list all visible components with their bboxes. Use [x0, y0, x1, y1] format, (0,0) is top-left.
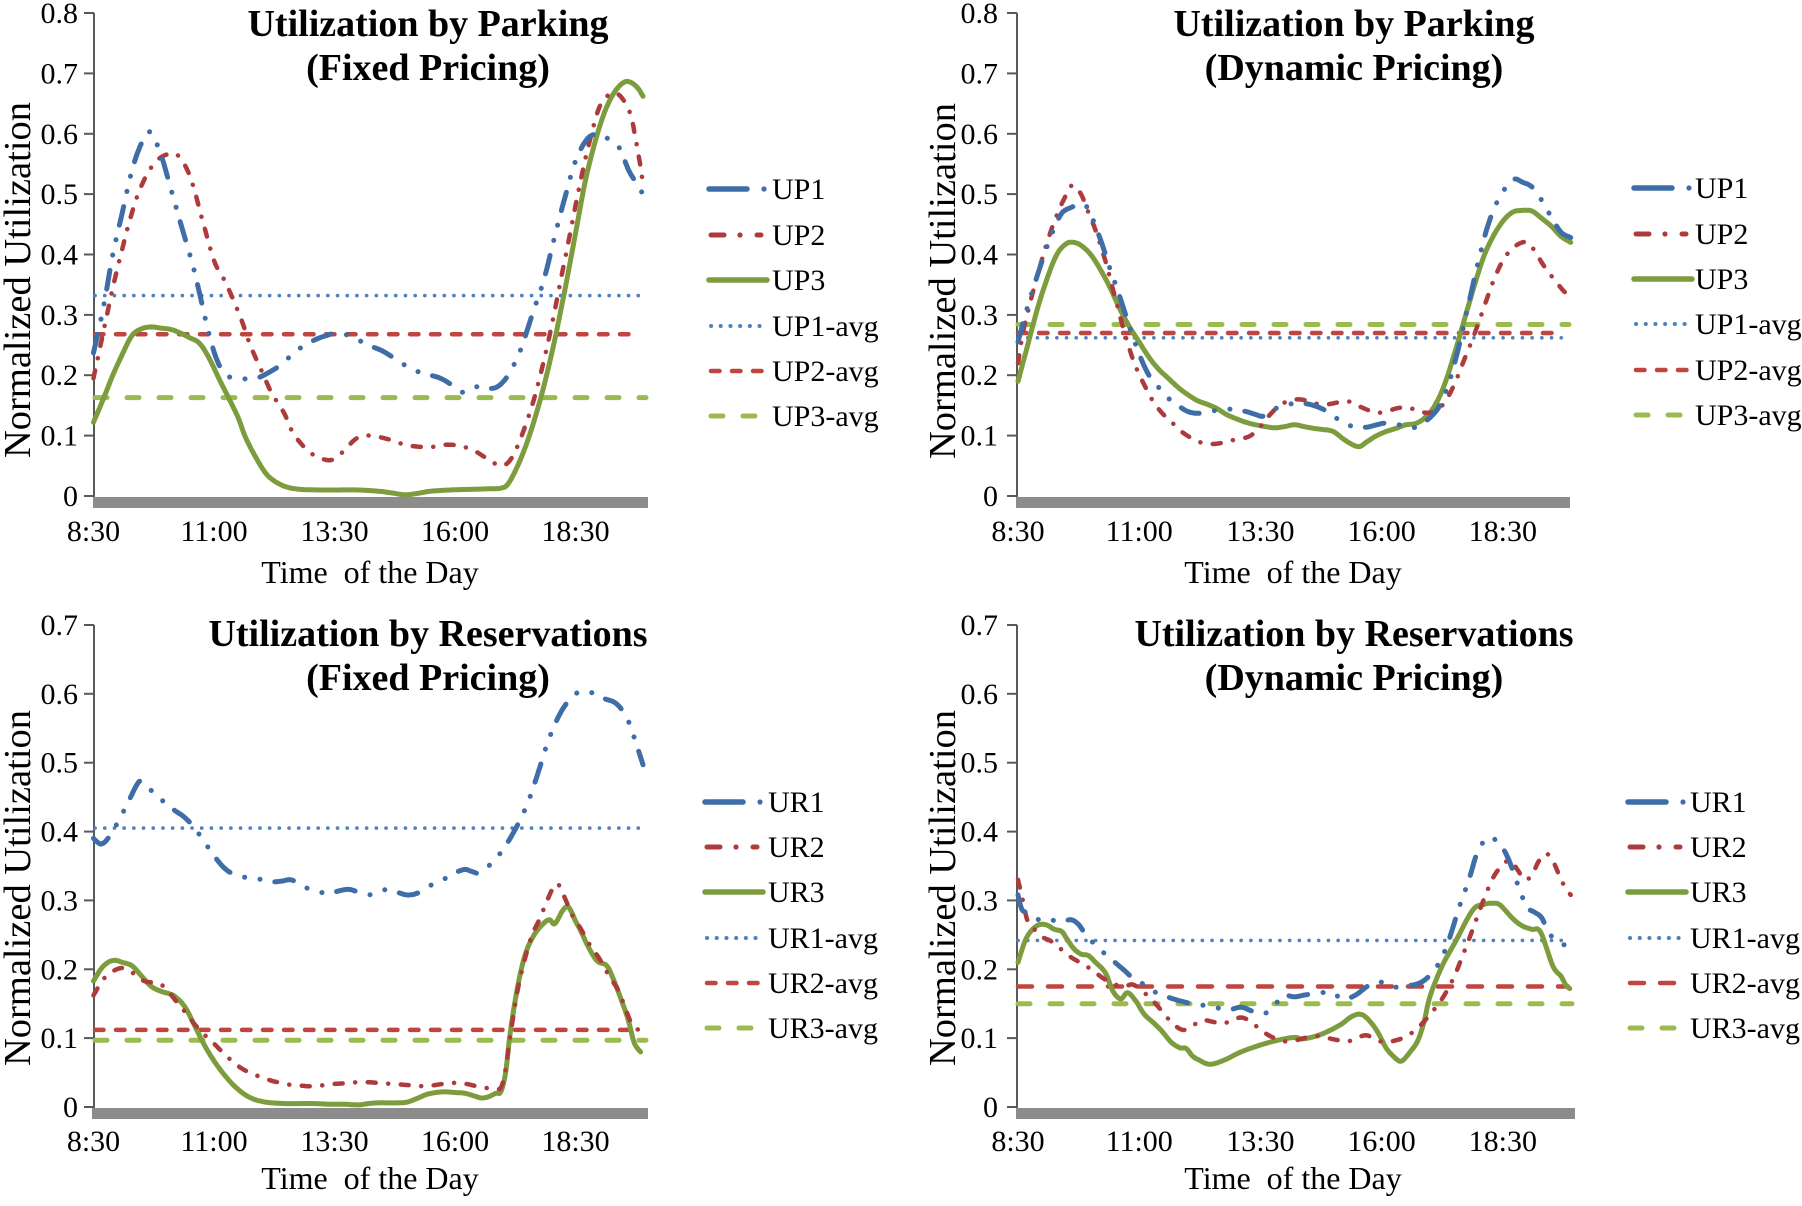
svg-text:18:30: 18:30 [541, 1125, 609, 1158]
svg-text:16:00: 16:00 [1347, 1125, 1415, 1158]
svg-text:UP1: UP1 [772, 173, 825, 206]
svg-text:0.7: 0.7 [961, 609, 999, 642]
svg-text:UP1: UP1 [1695, 172, 1748, 205]
svg-text:8:30: 8:30 [991, 515, 1044, 548]
svg-text:0: 0 [63, 480, 78, 513]
svg-text:0.2: 0.2 [41, 359, 79, 392]
svg-text:13:30: 13:30 [300, 515, 368, 548]
svg-text:0.1: 0.1 [961, 1022, 999, 1055]
svg-text:(Dynamic Pricing): (Dynamic Pricing) [1205, 47, 1504, 89]
svg-text:UR1-avg: UR1-avg [768, 922, 878, 955]
svg-text:0.5: 0.5 [41, 747, 79, 780]
svg-text:Normalized Utilization: Normalized Utilization [0, 102, 39, 458]
svg-text:16:00: 16:00 [1347, 515, 1415, 548]
svg-text:UP1-avg: UP1-avg [772, 310, 879, 343]
svg-text:UR1-avg: UR1-avg [1690, 922, 1800, 955]
svg-text:UP2: UP2 [1695, 218, 1748, 251]
svg-text:18:30: 18:30 [1469, 515, 1537, 548]
svg-text:Time of the Day: Time of the Day [1184, 1160, 1401, 1196]
svg-text:13:30: 13:30 [1226, 515, 1294, 548]
svg-text:Utilization by Parking: Utilization by Parking [247, 3, 608, 45]
svg-text:0.7: 0.7 [41, 609, 79, 642]
svg-text:(Dynamic Pricing): (Dynamic Pricing) [1205, 657, 1504, 699]
svg-text:0.5: 0.5 [41, 178, 79, 211]
svg-text:0: 0 [983, 480, 998, 513]
svg-text:(Fixed Pricing): (Fixed Pricing) [306, 47, 550, 89]
svg-text:0: 0 [983, 1091, 998, 1124]
svg-text:0.4: 0.4 [41, 816, 79, 849]
svg-text:UP1-avg: UP1-avg [1695, 308, 1802, 341]
svg-text:0.3: 0.3 [41, 884, 79, 917]
svg-text:11:00: 11:00 [180, 515, 247, 548]
svg-text:UR2: UR2 [1690, 831, 1747, 864]
svg-text:UP2-avg: UP2-avg [772, 355, 879, 388]
svg-text:0.4: 0.4 [961, 816, 999, 849]
svg-text:Time of the Day: Time of the Day [261, 1160, 478, 1196]
svg-text:0.7: 0.7 [41, 57, 79, 90]
svg-text:8:30: 8:30 [991, 1125, 1044, 1158]
svg-text:UR3: UR3 [1690, 876, 1747, 909]
svg-text:0.5: 0.5 [961, 747, 999, 780]
svg-text:18:30: 18:30 [1469, 1125, 1537, 1158]
svg-text:11:00: 11:00 [1106, 515, 1173, 548]
svg-text:0.4: 0.4 [961, 239, 999, 272]
svg-text:0.6: 0.6 [961, 678, 999, 711]
svg-text:0.4: 0.4 [41, 239, 79, 272]
svg-text:0.6: 0.6 [961, 118, 999, 151]
svg-text:0.3: 0.3 [41, 299, 79, 332]
svg-text:0.3: 0.3 [961, 299, 999, 332]
svg-text:UP3-avg: UP3-avg [772, 400, 879, 433]
svg-text:Time of the Day: Time of the Day [261, 554, 478, 590]
svg-text:UR2: UR2 [768, 831, 825, 864]
svg-text:UR3: UR3 [768, 876, 825, 909]
svg-text:UR2-avg: UR2-avg [1690, 967, 1800, 1000]
svg-text:0.2: 0.2 [41, 953, 79, 986]
svg-text:Normalized Utilization: Normalized Utilization [922, 710, 964, 1066]
svg-text:11:00: 11:00 [1106, 1125, 1173, 1158]
svg-text:UP3: UP3 [1695, 263, 1748, 296]
svg-text:0.6: 0.6 [41, 118, 79, 151]
svg-text:16:00: 16:00 [421, 1125, 489, 1158]
svg-text:UP3: UP3 [772, 264, 825, 297]
svg-text:UP2-avg: UP2-avg [1695, 354, 1802, 387]
svg-text:UP2: UP2 [772, 219, 825, 252]
svg-text:16:00: 16:00 [421, 515, 489, 548]
svg-text:8:30: 8:30 [67, 515, 120, 548]
svg-text:0.1: 0.1 [41, 1022, 79, 1055]
svg-text:0.7: 0.7 [961, 57, 999, 90]
svg-text:0.1: 0.1 [961, 420, 999, 453]
svg-text:UR3-avg: UR3-avg [768, 1012, 878, 1045]
svg-text:(Fixed Pricing): (Fixed Pricing) [306, 657, 550, 699]
svg-text:0.6: 0.6 [41, 678, 79, 711]
svg-text:UR1: UR1 [1690, 786, 1747, 819]
svg-text:11:00: 11:00 [180, 1125, 247, 1158]
svg-text:UR1: UR1 [768, 786, 825, 819]
svg-text:0.1: 0.1 [41, 420, 79, 453]
svg-text:0.8: 0.8 [961, 0, 999, 30]
svg-text:UP3-avg: UP3-avg [1695, 399, 1802, 432]
svg-text:13:30: 13:30 [1226, 1125, 1294, 1158]
svg-text:UR3-avg: UR3-avg [1690, 1012, 1800, 1045]
svg-text:0.2: 0.2 [961, 953, 999, 986]
svg-text:Utilization by Reservations: Utilization by Reservations [1134, 613, 1573, 655]
svg-text:0: 0 [63, 1091, 78, 1124]
svg-text:Utilization by Reservations: Utilization by Reservations [208, 613, 647, 655]
svg-text:Utilization by Parking: Utilization by Parking [1173, 3, 1534, 45]
svg-text:Normalized Utilization: Normalized Utilization [922, 103, 964, 459]
svg-text:0.8: 0.8 [41, 0, 79, 30]
svg-text:Time of the Day: Time of the Day [1184, 554, 1401, 590]
svg-text:13:30: 13:30 [300, 1125, 368, 1158]
svg-text:18:30: 18:30 [541, 515, 609, 548]
svg-text:UR2-avg: UR2-avg [768, 967, 878, 1000]
svg-text:Normalized Utilization: Normalized Utilization [0, 710, 39, 1066]
svg-text:8:30: 8:30 [67, 1125, 120, 1158]
svg-text:0.2: 0.2 [961, 359, 999, 392]
svg-text:0.3: 0.3 [961, 884, 999, 917]
svg-text:0.5: 0.5 [961, 178, 999, 211]
